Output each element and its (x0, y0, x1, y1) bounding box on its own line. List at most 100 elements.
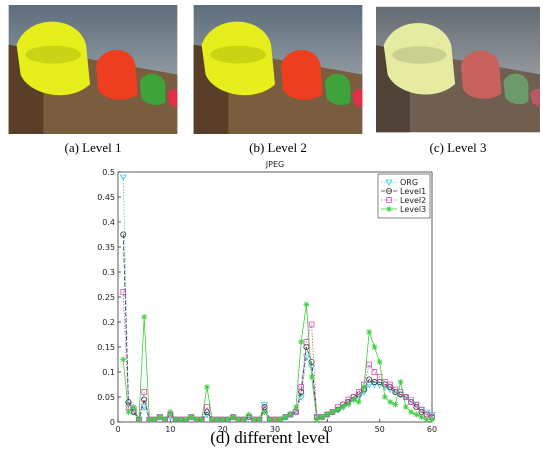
data-point (429, 416, 435, 423)
data-point (366, 329, 373, 335)
data-point (188, 414, 195, 420)
data-point (130, 404, 137, 410)
data-point (261, 409, 268, 415)
series-line (122, 291, 433, 421)
chart-title: JPEG (265, 160, 284, 169)
data-point (365, 382, 373, 389)
y-tick-label: 0.5 (102, 168, 115, 177)
data-point (355, 389, 362, 395)
data-point (193, 416, 200, 423)
series-line (122, 234, 433, 421)
data-point (282, 414, 289, 420)
caption: (c) Level 3 (429, 140, 486, 155)
caption: (d) different level (210, 428, 330, 447)
y-tick-label: 0.3 (102, 268, 115, 277)
data-point (230, 414, 237, 420)
data-point (298, 384, 304, 390)
data-point (125, 409, 132, 415)
data-point (219, 416, 226, 423)
data-point (209, 416, 216, 423)
legend-label: Level3 (400, 205, 426, 214)
data-point (413, 411, 420, 418)
legend-marker (385, 187, 392, 194)
data-point (203, 384, 210, 390)
data-point (135, 416, 142, 423)
data-point (277, 416, 284, 423)
data-point (120, 289, 127, 295)
data-point (140, 404, 148, 411)
data-point (146, 416, 153, 423)
data-point (408, 409, 415, 415)
data-point (345, 401, 352, 408)
data-point (308, 374, 315, 380)
data-point (183, 416, 190, 423)
data-point (308, 358, 315, 365)
data-point (423, 416, 430, 423)
data-point (224, 416, 231, 423)
data-point (214, 416, 221, 423)
legend-label: Level2 (400, 196, 426, 205)
data-point (266, 416, 273, 423)
series-line (122, 304, 432, 421)
data-point (151, 416, 158, 423)
data-point (375, 382, 384, 389)
image-level3 (376, 6, 540, 133)
image-level1 (8, 5, 178, 134)
data-point (313, 416, 320, 423)
legend-marker (386, 206, 392, 212)
y-tick-label: 0.05 (97, 393, 115, 402)
data-point (324, 411, 331, 418)
data-point (119, 174, 127, 181)
x-tick-label: 0 (115, 425, 120, 434)
data-point (240, 416, 247, 423)
data-point (120, 356, 127, 363)
data-point (340, 404, 347, 410)
legend-marker (385, 179, 393, 186)
data-point (298, 339, 305, 345)
image-level2 (193, 5, 363, 134)
data-point (256, 416, 263, 423)
data-point (391, 389, 400, 396)
x-tick-label: 30 (270, 425, 280, 434)
data-point (319, 414, 326, 420)
data-point (167, 409, 174, 415)
data-point (297, 394, 305, 401)
data-point (418, 414, 425, 420)
data-point (334, 406, 341, 413)
data-point (376, 359, 383, 365)
data-point (371, 369, 378, 375)
data-point (177, 416, 184, 423)
data-point (371, 344, 378, 350)
data-point (156, 414, 163, 420)
y-tick-label: 0.15 (97, 343, 115, 352)
x-tick-label: 60 (427, 425, 437, 434)
data-point (235, 416, 242, 423)
data-point (245, 411, 252, 418)
data-point (387, 381, 393, 388)
data-point (287, 411, 294, 418)
x-tick-label: 50 (375, 425, 385, 434)
data-point (366, 376, 373, 383)
x-tick-label: 20 (218, 425, 228, 434)
data-point (120, 231, 127, 238)
data-point (360, 384, 367, 390)
data-point (355, 399, 362, 405)
y-tick-label: 0.2 (102, 318, 115, 327)
data-point (370, 382, 379, 389)
data-point (413, 401, 420, 408)
x-tick-label: 40 (322, 425, 332, 434)
y-tick-label: 0.45 (97, 193, 115, 202)
y-tick-label: 0.25 (97, 293, 115, 302)
data-point (366, 361, 372, 368)
data-point (392, 386, 399, 393)
data-point (141, 389, 147, 395)
data-point (162, 416, 169, 423)
data-point (397, 379, 404, 385)
legend-label: ORG (400, 178, 418, 187)
caption: (b) Level 2 (249, 140, 307, 155)
y-tick-label: 0.1 (102, 368, 115, 377)
data-point (292, 404, 299, 410)
data-point (308, 321, 315, 328)
data-point (392, 401, 399, 408)
